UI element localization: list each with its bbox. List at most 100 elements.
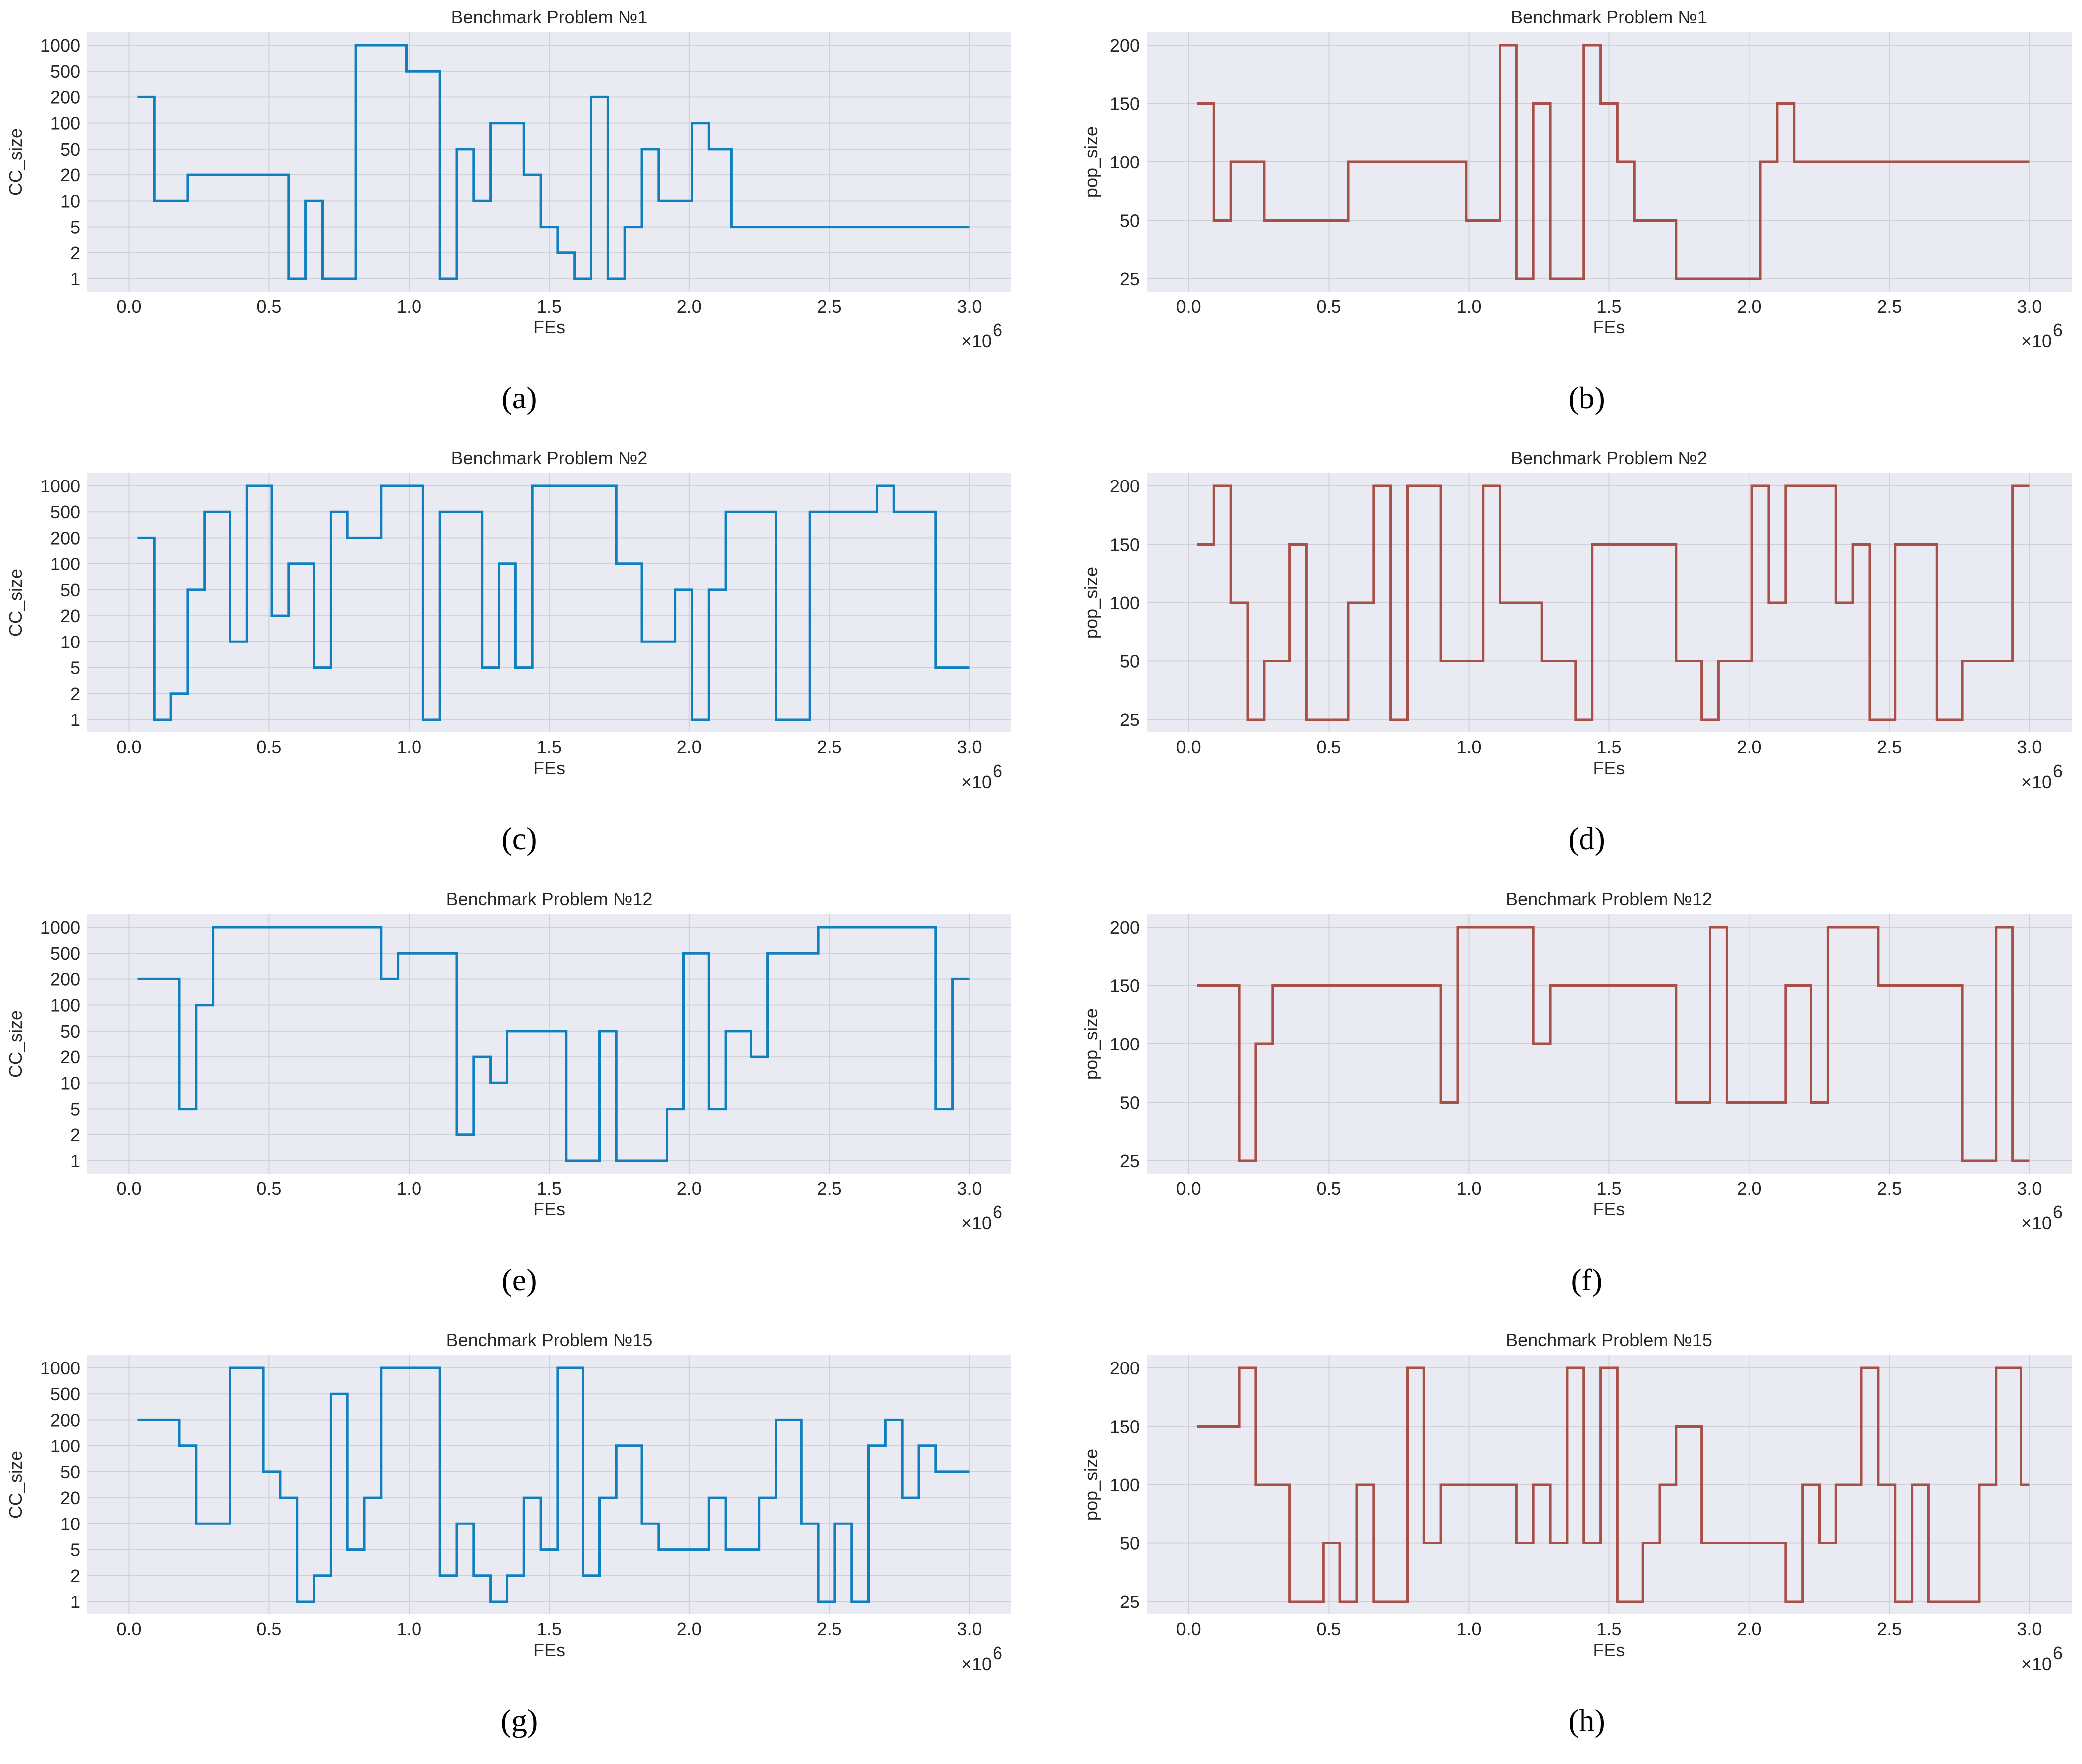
x-tick-label: 2.0	[677, 1178, 702, 1199]
x-scale-exponent: 6	[2053, 761, 2063, 781]
x-tick-label: 1.0	[397, 1178, 421, 1199]
series-line	[1197, 1366, 2030, 1603]
y-tick-label: 1	[70, 1151, 80, 1171]
x-tick-label: 2.0	[677, 1619, 702, 1639]
x-tick-label: 1.0	[397, 1619, 421, 1639]
y-tick-label: 10	[60, 191, 80, 211]
y-tick-label: 25	[1120, 1151, 1140, 1171]
panel-c: 0.0 0.5 1.0 1.5 2.0 2.5 3.0 1 2 5 10 20 50 100 200 500 1…	[5, 448, 1011, 856]
x-tick-label: 3.0	[2017, 1178, 2042, 1199]
x-tick-label: 0.0	[1176, 737, 1201, 757]
x-tick-label: 3.0	[2017, 737, 2042, 757]
y-tick-label: 25	[1120, 1592, 1140, 1612]
y-tick-label: 100	[50, 1436, 80, 1456]
x-tick-label: 0.0	[117, 1178, 142, 1199]
y-tick-label: 200	[1110, 917, 1140, 938]
y-tick-label: 100	[50, 995, 80, 1016]
x-tick-label: 2.0	[1737, 296, 1761, 317]
x-tick-label: 1.0	[1457, 296, 1482, 317]
x-tick-label: 2.0	[677, 296, 702, 317]
x-scale-factor: ×10	[2021, 772, 2052, 792]
chart-title: Benchmark Problem №12	[446, 889, 653, 909]
x-tick-label: 2.5	[1877, 737, 1902, 757]
panel-caption: (e)	[501, 1262, 537, 1297]
x-tick-label: 2.5	[1877, 296, 1902, 317]
y-tick-label: 5	[70, 1540, 80, 1560]
x-tick-label: 0.0	[1176, 1178, 1201, 1199]
series-line	[137, 44, 970, 280]
y-tick-label: 200	[50, 1410, 80, 1430]
x-scale-factor: ×10	[2021, 331, 2052, 351]
x-axis-label: FEs	[533, 317, 565, 337]
x-tick-label: 2.5	[817, 737, 842, 757]
series-line	[137, 926, 970, 1162]
y-tick-label: 100	[1110, 1475, 1140, 1495]
chart-title: Benchmark Problem №15	[1506, 1330, 1712, 1350]
x-tick-label: 0.0	[117, 1619, 142, 1639]
y-tick-label: 200	[50, 528, 80, 548]
x-axis-label: FEs	[1593, 1640, 1625, 1660]
x-tick-label: 1.5	[1596, 296, 1621, 317]
x-tick-label: 0.5	[1317, 1619, 1341, 1639]
x-axis-label: FEs	[533, 758, 565, 778]
x-tick-label: 0.5	[256, 737, 281, 757]
x-axis-label: FEs	[1593, 317, 1625, 337]
y-tick-label: 2	[70, 1566, 80, 1586]
y-tick-label: 500	[50, 502, 80, 522]
y-tick-label: 200	[1110, 476, 1140, 496]
x-tick-label: 1.5	[537, 296, 562, 317]
y-tick-label: 150	[1110, 976, 1140, 996]
y-tick-label: 5	[70, 1099, 80, 1120]
y-tick-label: 150	[1110, 535, 1140, 555]
y-tick-label: 5	[70, 217, 80, 238]
x-tick-label: 3.0	[2017, 296, 2042, 317]
y-tick-label: 5	[70, 658, 80, 678]
x-tick-label: 2.0	[1737, 737, 1761, 757]
panel-e: 0.0 0.5 1.0 1.5 2.0 2.5 3.0 1 2 5 10 20 50 100 200 500 1…	[5, 889, 1011, 1297]
x-scale-exponent: 6	[993, 761, 1002, 781]
y-axis-label: CC_size	[5, 1451, 26, 1519]
y-tick-label: 1	[70, 1592, 80, 1612]
y-tick-label: 10	[60, 1514, 80, 1534]
y-tick-label: 100	[50, 113, 80, 134]
y-tick-label: 1	[70, 269, 80, 289]
x-scale-factor: ×10	[961, 1213, 992, 1233]
x-tick-label: 1.0	[1457, 737, 1482, 757]
panel-caption: (b)	[1568, 380, 1605, 415]
panel-caption: (h)	[1568, 1703, 1605, 1738]
panel-caption: (a)	[501, 380, 537, 415]
y-tick-label: 50	[1120, 1533, 1140, 1554]
x-tick-label: 0.5	[256, 1178, 281, 1199]
x-scale-factor: ×10	[2021, 1213, 2052, 1233]
y-tick-label: 1000	[40, 476, 80, 496]
y-tick-label: 20	[60, 606, 80, 626]
panel-f: 0.0 0.5 1.0 1.5 2.0 2.5 3.0 25 50 100 150 200 Benchm…	[1081, 889, 2072, 1297]
x-tick-label: 0.5	[1317, 296, 1341, 317]
y-tick-label: 150	[1110, 94, 1140, 114]
chart-title: Benchmark Problem №12	[1506, 889, 1712, 909]
panel-d: 0.0 0.5 1.0 1.5 2.0 2.5 3.0 25 50 100 150 200 Benchm…	[1081, 448, 2072, 856]
x-tick-label: 1.0	[397, 737, 421, 757]
y-tick-label: 1000	[40, 1358, 80, 1378]
chart-title: Benchmark Problem №1	[1511, 7, 1707, 27]
panel-caption: (g)	[501, 1703, 538, 1738]
x-tick-label: 3.0	[957, 296, 982, 317]
x-tick-label: 3.0	[957, 1178, 982, 1199]
y-tick-label: 100	[50, 554, 80, 574]
x-scale-exponent: 6	[993, 320, 1002, 340]
x-tick-label: 2.0	[677, 737, 702, 757]
y-tick-label: 1000	[40, 35, 80, 56]
x-tick-label: 1.5	[1596, 1619, 1621, 1639]
y-axis-label: pop_size	[1081, 1008, 1101, 1080]
x-axis-label: FEs	[1593, 1199, 1625, 1219]
x-tick-label: 3.0	[957, 1619, 982, 1639]
y-tick-label: 500	[50, 61, 80, 81]
x-tick-label: 0.0	[117, 296, 142, 317]
x-scale-exponent: 6	[2053, 1643, 2063, 1663]
y-tick-label: 20	[60, 1488, 80, 1508]
x-scale-exponent: 6	[2053, 320, 2063, 340]
x-tick-label: 1.5	[537, 1619, 562, 1639]
y-tick-label: 10	[60, 1073, 80, 1093]
series-line	[1197, 484, 2030, 721]
